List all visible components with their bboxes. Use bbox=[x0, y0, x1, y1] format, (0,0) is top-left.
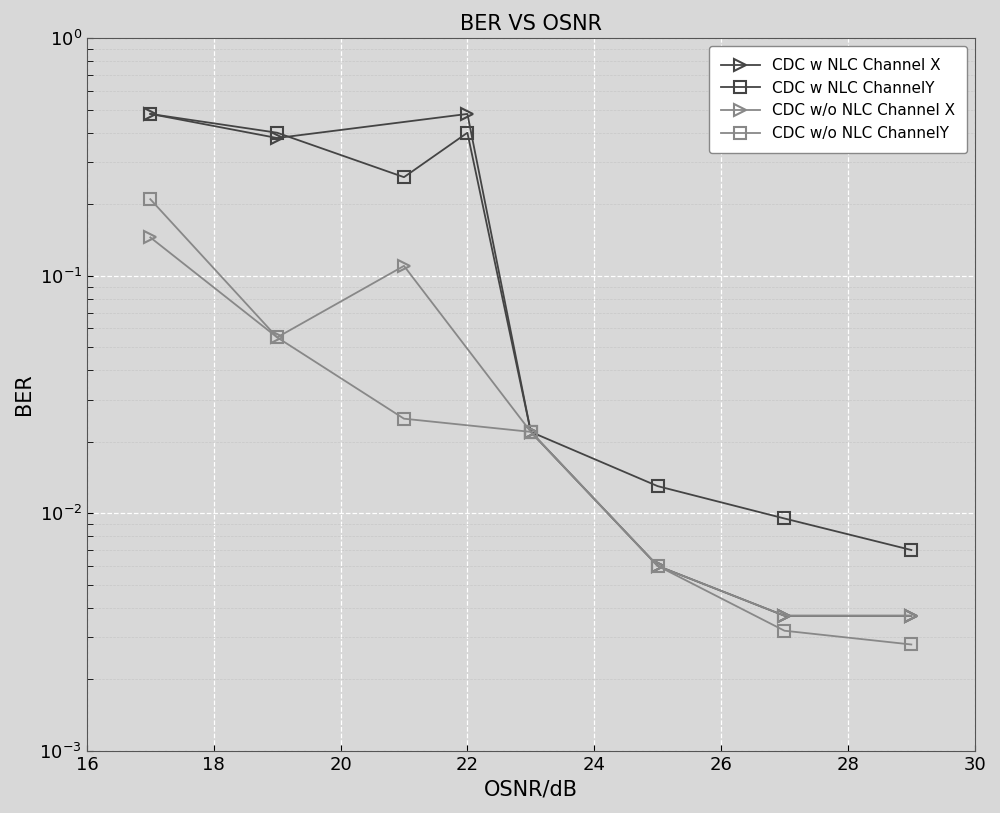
CDC w/o NLC Channel X bbox=[271, 333, 283, 342]
CDC w NLC ChannelY bbox=[398, 172, 410, 182]
CDC w NLC Channel X bbox=[905, 611, 917, 620]
CDC w NLC ChannelY bbox=[778, 514, 790, 524]
CDC w NLC Channel X bbox=[778, 611, 790, 620]
Line: CDC w/o NLC ChannelY: CDC w/o NLC ChannelY bbox=[145, 193, 917, 650]
CDC w NLC Channel X bbox=[144, 109, 156, 119]
Legend: CDC w NLC Channel X, CDC w NLC ChannelY, CDC w/o NLC Channel X, CDC w/o NLC Chan: CDC w NLC Channel X, CDC w NLC ChannelY,… bbox=[709, 46, 967, 153]
CDC w/o NLC ChannelY bbox=[905, 640, 917, 650]
CDC w/o NLC Channel X bbox=[652, 561, 664, 571]
CDC w NLC Channel X bbox=[271, 133, 283, 143]
CDC w NLC ChannelY bbox=[652, 481, 664, 491]
Line: CDC w NLC ChannelY: CDC w NLC ChannelY bbox=[145, 108, 917, 555]
CDC w/o NLC ChannelY bbox=[525, 427, 537, 437]
CDC w NLC Channel X bbox=[652, 561, 664, 571]
CDC w/o NLC Channel X bbox=[905, 611, 917, 620]
CDC w/o NLC ChannelY bbox=[144, 194, 156, 204]
CDC w NLC ChannelY bbox=[271, 128, 283, 137]
CDC w/o NLC ChannelY bbox=[271, 333, 283, 342]
X-axis label: OSNR/dB: OSNR/dB bbox=[484, 779, 578, 799]
CDC w NLC ChannelY bbox=[144, 109, 156, 119]
CDC w/o NLC ChannelY bbox=[652, 561, 664, 571]
CDC w/o NLC Channel X bbox=[398, 261, 410, 271]
CDC w/o NLC Channel X bbox=[778, 611, 790, 620]
CDC w/o NLC ChannelY bbox=[398, 414, 410, 424]
Line: CDC w NLC Channel X: CDC w NLC Channel X bbox=[145, 108, 917, 621]
CDC w/o NLC Channel X bbox=[525, 427, 537, 437]
Y-axis label: BER: BER bbox=[14, 374, 34, 415]
CDC w NLC Channel X bbox=[525, 427, 537, 437]
CDC w NLC ChannelY bbox=[461, 128, 473, 137]
Line: CDC w/o NLC Channel X: CDC w/o NLC Channel X bbox=[145, 232, 917, 621]
Title: BER VS OSNR: BER VS OSNR bbox=[460, 14, 602, 34]
CDC w NLC ChannelY bbox=[905, 545, 917, 554]
CDC w NLC Channel X bbox=[461, 109, 473, 119]
CDC w/o NLC Channel X bbox=[144, 233, 156, 242]
CDC w/o NLC ChannelY bbox=[778, 626, 790, 636]
CDC w NLC ChannelY bbox=[525, 427, 537, 437]
